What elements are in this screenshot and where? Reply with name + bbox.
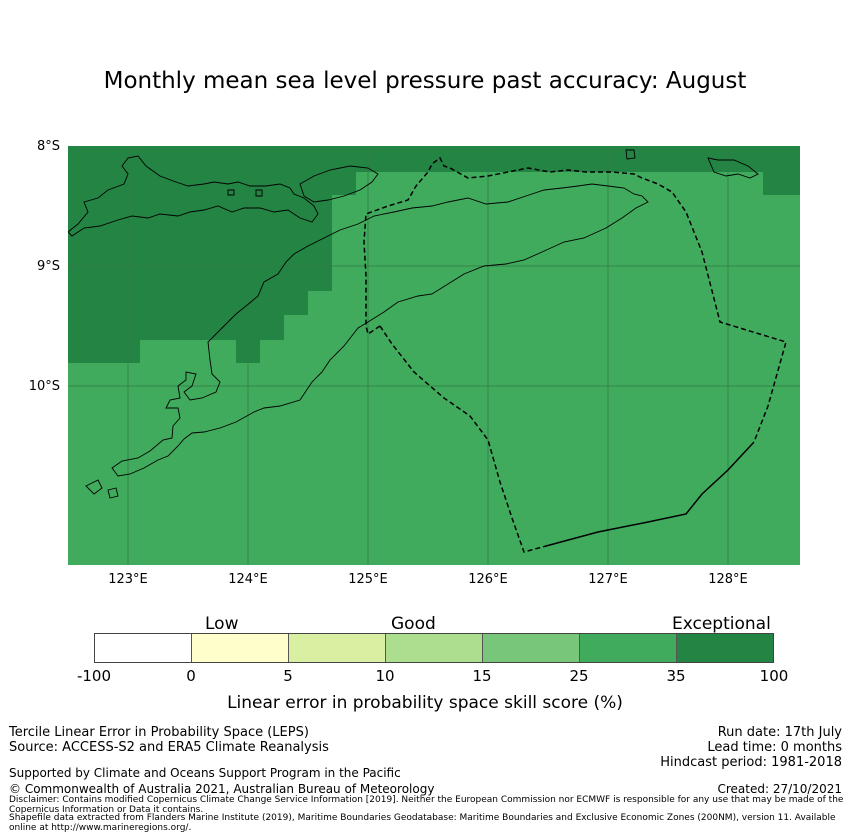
lon-label-127e: 127°E <box>588 572 628 587</box>
eez-boundary-dashed <box>363 156 787 443</box>
colorbar-tick: 25 <box>569 667 589 685</box>
colorbar-bin-4 <box>386 634 483 662</box>
graticule <box>68 146 800 565</box>
support-text: Supported by Climate and Oceans Support … <box>9 766 401 780</box>
method-text: Tercile Linear Error in Probability Spac… <box>9 725 309 740</box>
islet <box>227 189 235 196</box>
eez-boundary-dashed-2 <box>379 325 547 553</box>
legend-word-exceptional: Exceptional <box>672 614 771 634</box>
colorbar-bin-6 <box>580 634 677 662</box>
colorbar-tick: 100 <box>759 667 789 685</box>
lat-label-8s: 8°S <box>36 139 60 154</box>
eez-boundary-solid <box>545 441 755 547</box>
run-date-text: Run date: 17th July <box>717 725 842 740</box>
wetar-coast <box>707 157 759 179</box>
copyright-text: © Commonwealth of Australia 2021, Austra… <box>9 782 435 796</box>
colorbar-tick: 15 <box>472 667 492 685</box>
legend-word-low: Low <box>205 614 239 634</box>
disclaimer-text: Disclaimer: Contains modified Copernicus… <box>9 795 844 815</box>
lon-label-123e: 123°E <box>108 572 148 587</box>
flores-coast <box>68 155 319 237</box>
source-text: Source: ACCESS-S2 and ERA5 Climate Reana… <box>9 740 329 755</box>
lon-label-128e: 128°E <box>708 572 748 587</box>
atauro-coast <box>625 149 636 160</box>
sumba-coast <box>85 479 103 495</box>
alor-coast <box>299 165 379 203</box>
sumba-coast-2 <box>107 487 119 499</box>
colorbar-tick: 0 <box>186 667 196 685</box>
coastlines <box>68 149 759 499</box>
legend-word-good: Good <box>391 614 436 634</box>
colorbar-tick: 10 <box>375 667 395 685</box>
lon-label-125e: 125°E <box>348 572 388 587</box>
timor-coast <box>111 183 649 477</box>
skill-map <box>68 146 800 565</box>
islet-2 <box>255 189 263 197</box>
colorbar-tick: 35 <box>666 667 686 685</box>
lead-time-text: Lead time: 0 months <box>707 740 842 755</box>
lat-label-10s: 10°S <box>28 379 60 394</box>
colorbar-bin-1 <box>95 634 192 662</box>
shapefile-credit-text: Shapefile data extracted from Flanders M… <box>9 813 836 833</box>
exceptional-region <box>68 146 800 363</box>
lon-label-126e: 126°E <box>468 572 508 587</box>
hindcast-text: Hindcast period: 1981-2018 <box>660 755 842 770</box>
page-title: Monthly mean sea level pressure past acc… <box>103 68 747 94</box>
created-text: Created: 27/10/2021 <box>717 782 842 796</box>
colorbar-bin-5 <box>483 634 580 662</box>
colorbar-tick: -100 <box>76 667 112 685</box>
lat-label-9s: 9°S <box>36 259 60 274</box>
colorbar-bin-3 <box>289 634 386 662</box>
colorbar-bin-7 <box>677 634 773 662</box>
colorbar-bin-2 <box>192 634 289 662</box>
lon-label-124e: 124°E <box>228 572 268 587</box>
colorbar-label: Linear error in probability space skill … <box>227 693 623 713</box>
colorbar <box>94 633 774 663</box>
colorbar-tick: 5 <box>283 667 293 685</box>
